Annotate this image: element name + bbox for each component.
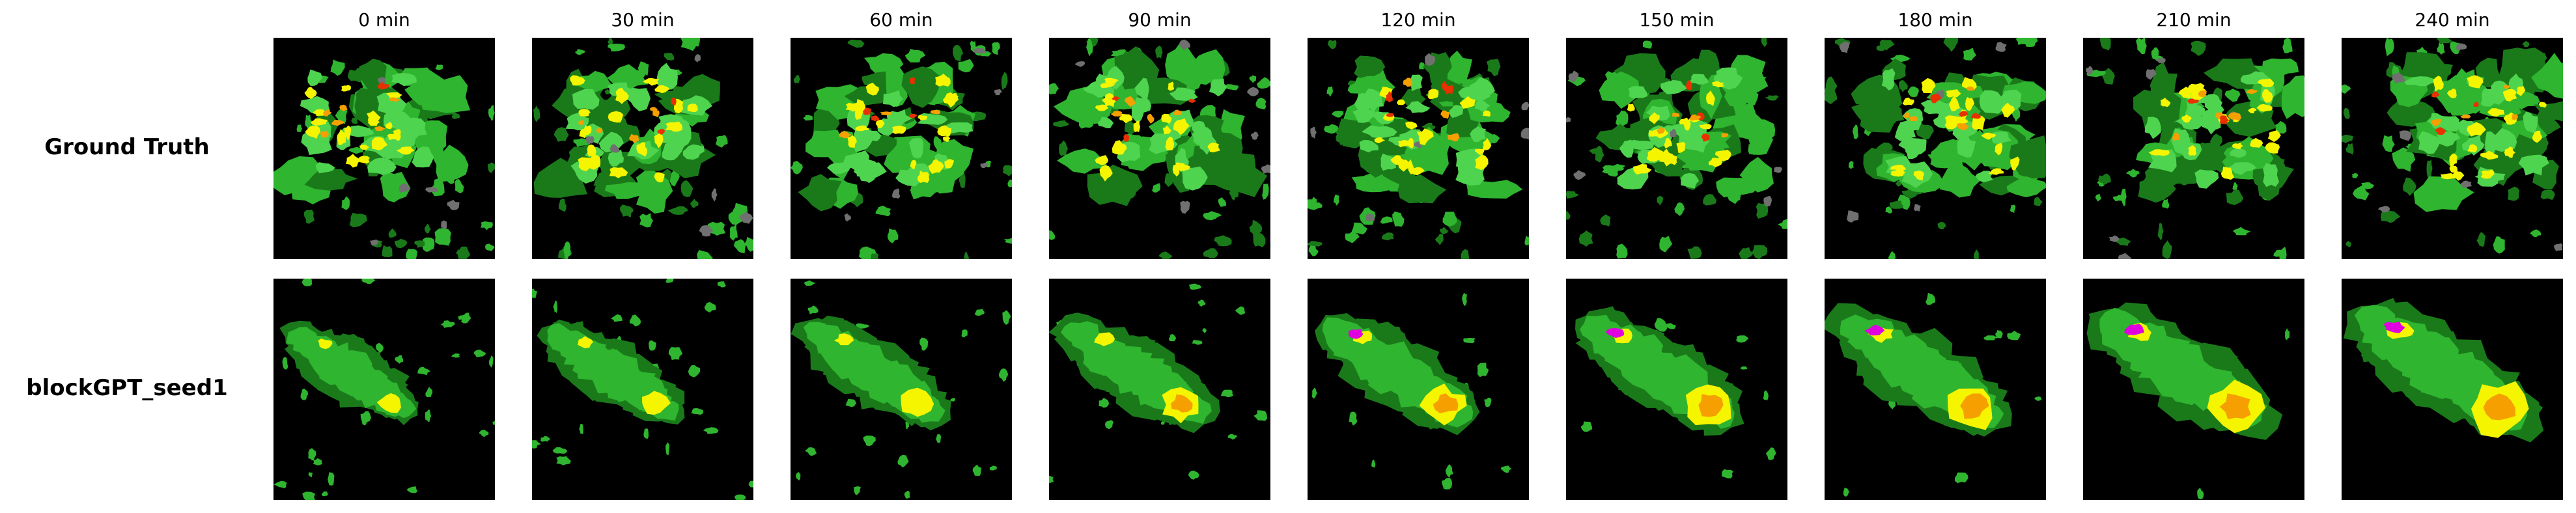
column-title: 90 min [1128, 9, 1192, 31]
column-title: 0 min [358, 9, 410, 31]
ground-truth-frame [1566, 38, 1787, 259]
radar-image [2083, 38, 2304, 259]
prediction-frame [1825, 279, 2046, 500]
radar-image [1308, 38, 1529, 259]
prediction-frame [532, 279, 753, 500]
prediction-frame [1308, 279, 1529, 500]
ground-truth-frame [1825, 38, 2046, 259]
prediction-frame [1566, 279, 1787, 500]
radar-image [273, 38, 495, 259]
column-title: 60 min [869, 9, 933, 31]
ground-truth-frame [2083, 38, 2304, 259]
row-label: Ground Truth [44, 134, 210, 160]
radar-image [791, 38, 1012, 259]
radar-image [532, 38, 753, 259]
prediction-frame [273, 279, 495, 500]
ground-truth-frame [273, 38, 495, 259]
column-title: 210 min [2156, 9, 2232, 31]
radar-image [273, 279, 495, 500]
column-title: 120 min [1380, 9, 1456, 31]
radar-image [1825, 279, 2046, 500]
prediction-frame [791, 279, 1012, 500]
radar-image [1566, 38, 1787, 259]
column-title: 180 min [1897, 9, 1973, 31]
radar-image [1049, 38, 1270, 259]
radar-image [1825, 38, 2046, 259]
prediction-frame [2342, 279, 2563, 500]
radar-image [2342, 38, 2563, 259]
radar-image [2083, 279, 2304, 500]
ground-truth-frame [791, 38, 1012, 259]
radar-image [791, 279, 1012, 500]
prediction-frame [2083, 279, 2304, 500]
radar-image [2342, 279, 2563, 500]
column-title: 240 min [2415, 9, 2490, 31]
radar-image [1049, 279, 1270, 500]
ground-truth-frame [1308, 38, 1529, 259]
radar-image [532, 279, 753, 500]
radar-image [1308, 279, 1529, 500]
prediction-frame [1049, 279, 1270, 500]
ground-truth-frame [1049, 38, 1270, 259]
ground-truth-frame [532, 38, 753, 259]
column-title: 30 min [611, 9, 675, 31]
column-title: 150 min [1639, 9, 1715, 31]
radar-image [1566, 279, 1787, 500]
row-label: blockGPT_seed1 [26, 375, 228, 401]
ground-truth-frame [2342, 38, 2563, 259]
